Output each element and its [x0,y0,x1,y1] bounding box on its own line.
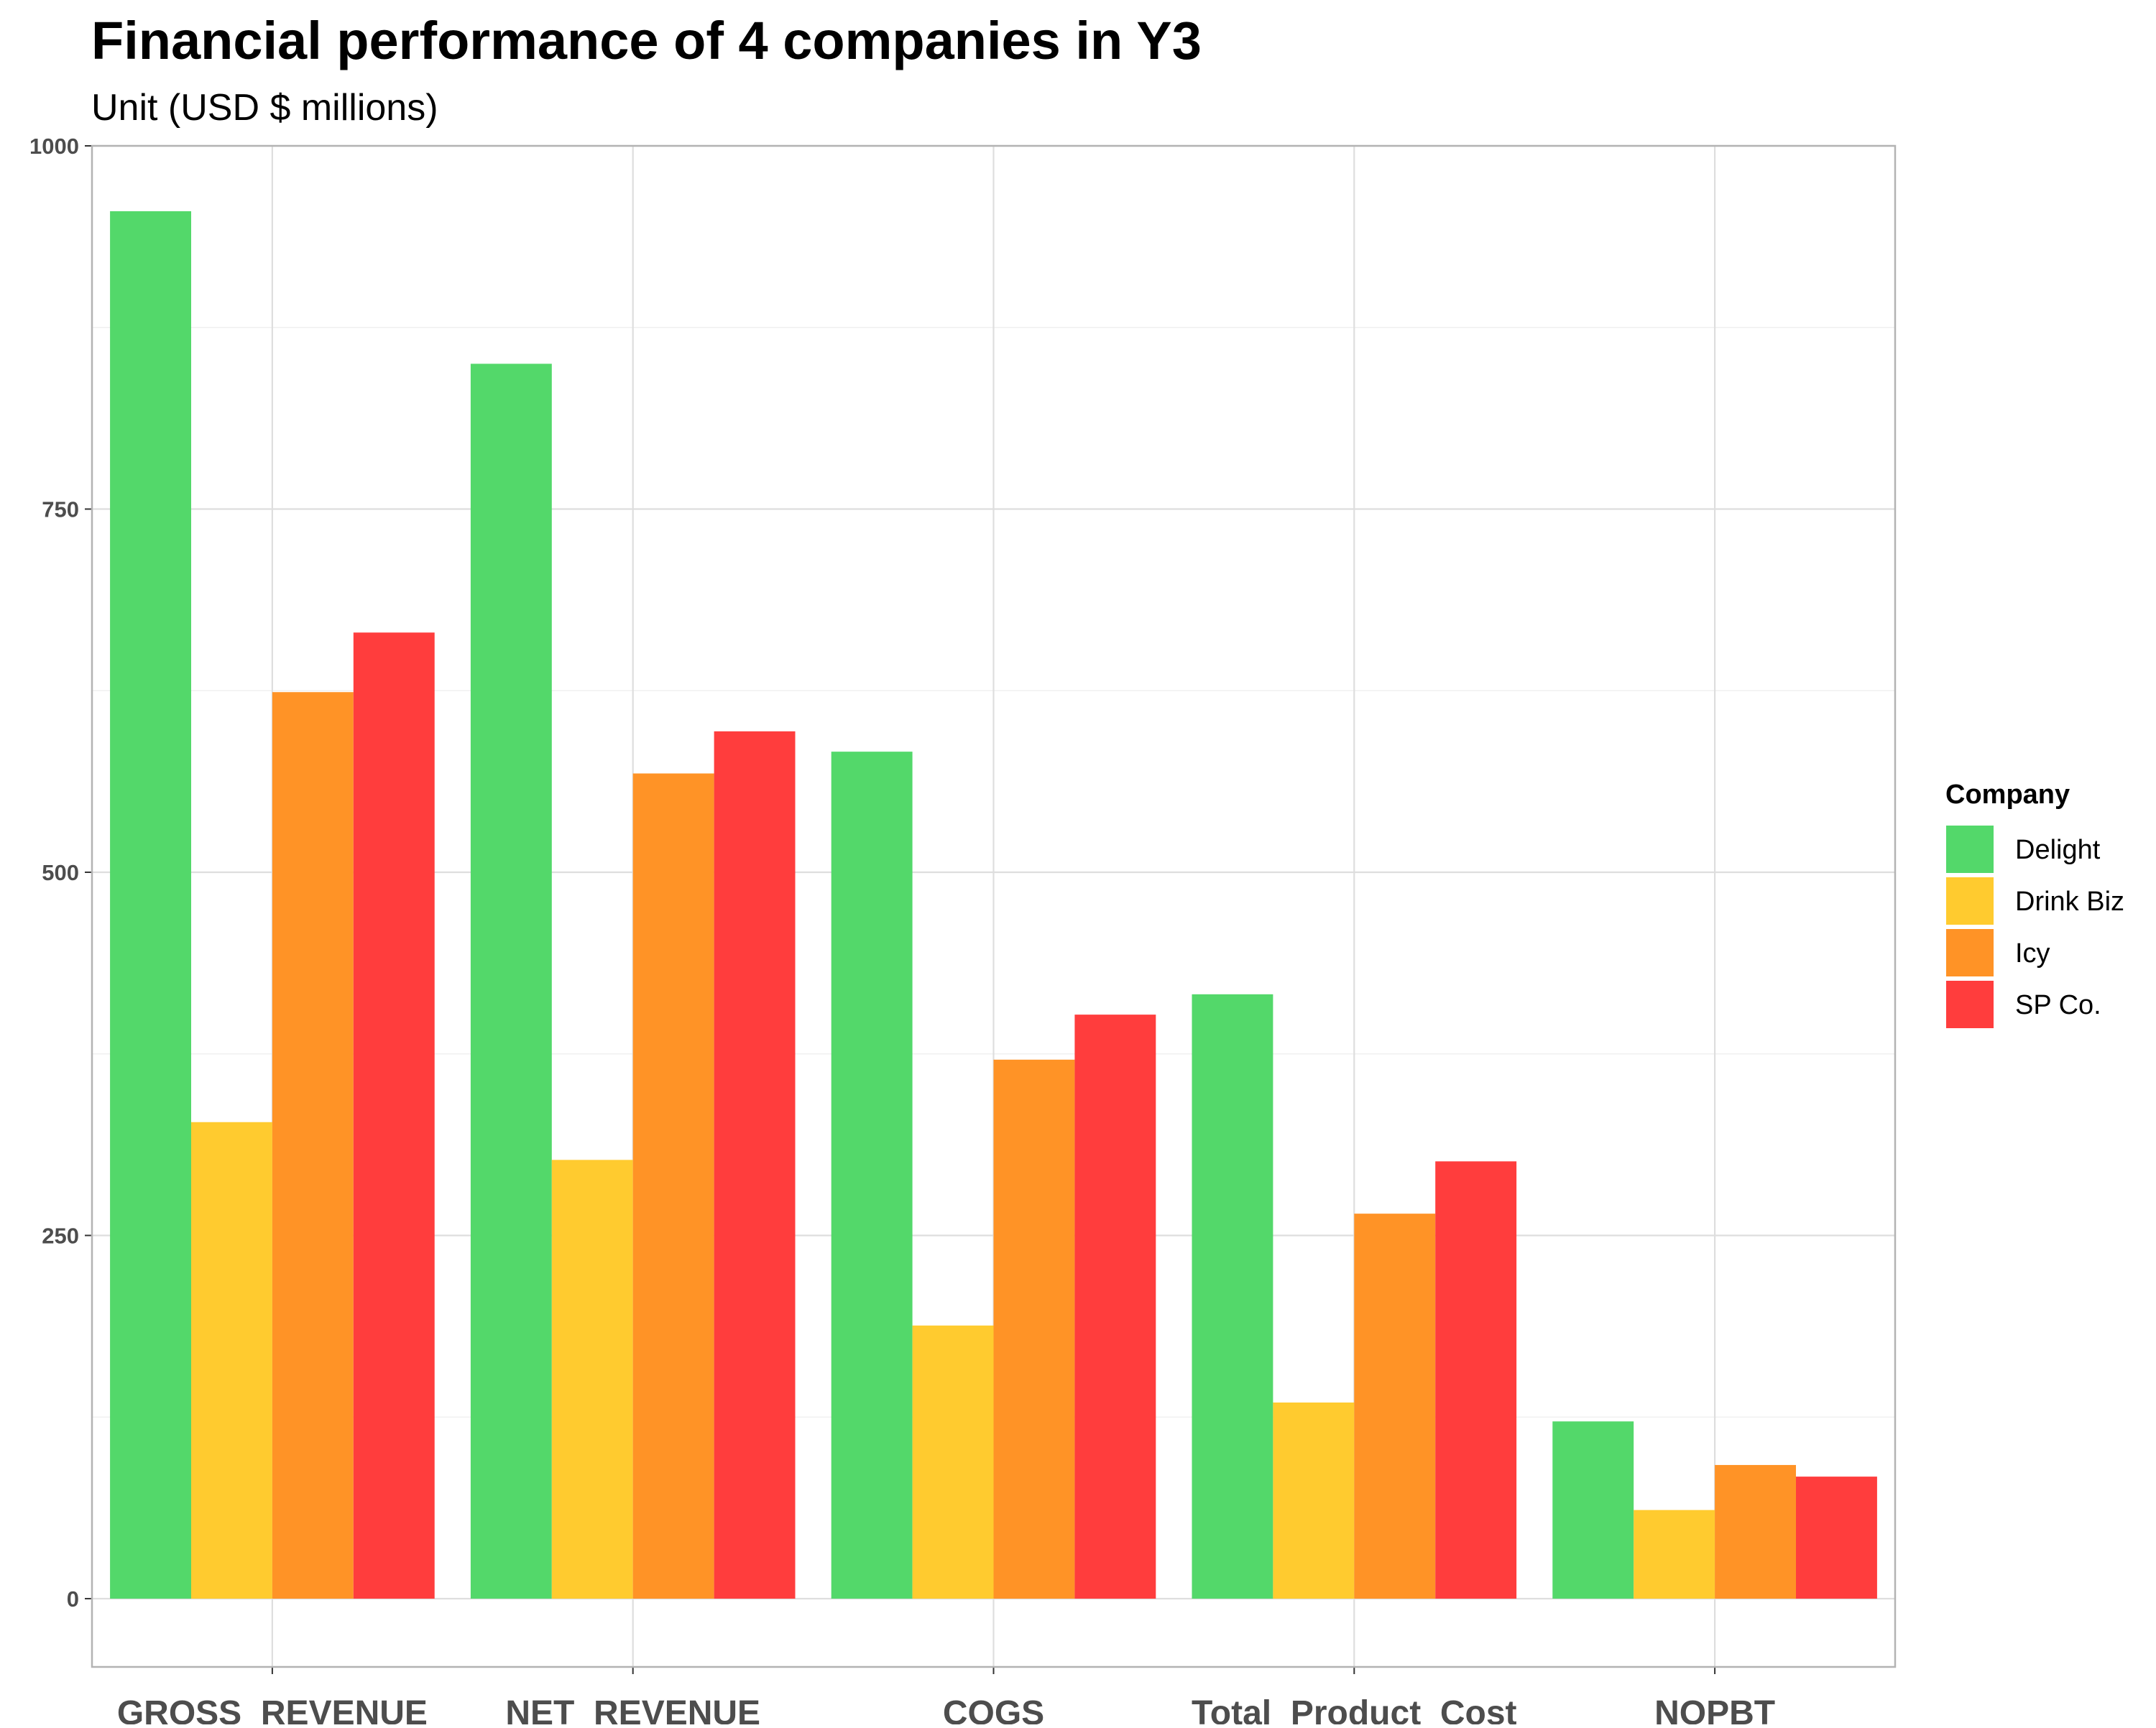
bar-delight [1192,994,1273,1599]
bar-delight [110,211,191,1599]
y-tick-label: 0 [67,1586,79,1612]
chart-subtitle: Unit (USD $ millions) [91,87,438,129]
plot-border [91,144,1897,1668]
x-tick-label: Total_Product_Cost [1192,1694,1517,1724]
bar-sp-co [353,632,435,1599]
legend: Delight Drink Biz Icy SP Co. [1946,826,2124,1028]
plot-area: 0 250 500 750 1000 GROSS_REVENUE NET_REVENUE CO… [29,134,1897,1728]
bar-icy [1354,1214,1436,1599]
legend-label: Icy [2015,938,2050,969]
y-tick-label: 500 [42,860,79,885]
legend-title: Company [1945,780,2070,810]
bar-delight [831,752,913,1599]
legend-key [1946,877,1994,925]
x-tick-label: NET_REVENUE [505,1694,760,1724]
bar-drink-biz [551,1160,633,1599]
legend-label: Delight [2015,835,2101,865]
bar-sp-co [1796,1477,1877,1599]
y-tick-label: 1000 [29,134,79,159]
bar-sp-co [1074,1015,1156,1599]
bar-icy [272,692,354,1599]
bar-sp-co [1435,1161,1517,1599]
x-tick-label: COGS [943,1694,1044,1724]
bar-icy [632,773,714,1599]
bar-drink-biz [1273,1403,1355,1599]
bar-icy [1715,1464,1797,1599]
chart-title: Financial performance of 4 companies in … [91,11,1202,70]
bar-delight [470,364,552,1599]
bar-sp-co [714,731,796,1599]
bar-drink-biz [1634,1510,1715,1599]
x-tick-label: GROSS_REVENUE [117,1694,428,1724]
legend-key [1946,826,1994,873]
bar-drink-biz [190,1122,272,1599]
x-tick-label: NOPBT [1654,1694,1775,1724]
bar-icy [993,1059,1075,1599]
legend-label: Drink Biz [2015,887,2124,917]
legend-label: SP Co. [2015,990,2101,1020]
legend-key [1946,981,1994,1028]
bar-drink-biz [912,1325,994,1599]
y-tick-label: 250 [42,1223,79,1248]
bar-delight [1552,1421,1634,1599]
y-tick-label: 750 [42,496,79,522]
legend-key [1946,929,1994,976]
